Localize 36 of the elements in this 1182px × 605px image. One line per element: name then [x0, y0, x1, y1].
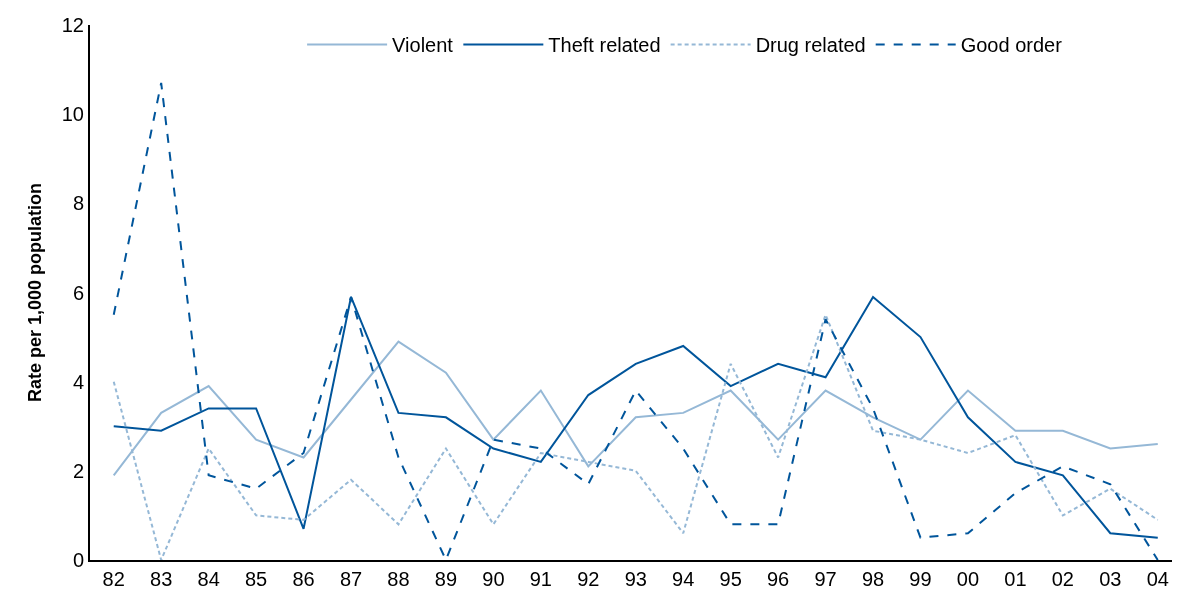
x-tick-label: 85 [244, 568, 268, 590]
x-tick-label: 90 [482, 568, 505, 590]
y-tick-label: 6 [72, 281, 84, 304]
x-tick-label: 88 [387, 568, 410, 590]
x-tick-label: 04 [1146, 568, 1169, 590]
y-tick-label: 4 [72, 370, 84, 393]
x-tick-label: 00 [956, 568, 980, 590]
legend-label: Good order [960, 34, 1063, 57]
x-tick-label: 98 [861, 568, 885, 590]
x-tick-label: 99 [909, 568, 932, 590]
x-tick-label: 95 [719, 568, 742, 590]
x-tick-label: 97 [814, 568, 837, 590]
x-tick-label: 83 [150, 568, 173, 590]
y-tick-label: 0 [72, 549, 84, 571]
line-series [112, 81, 1159, 560]
x-tick-label: 91 [529, 568, 552, 590]
x-tick-label: 89 [434, 568, 458, 590]
x-tick-label: 82 [102, 568, 125, 590]
x-tick-label: 86 [292, 568, 315, 590]
x-tick-label: 84 [197, 568, 220, 590]
y-tick-label: 10 [61, 103, 84, 126]
y-tick-label: 2 [72, 459, 84, 482]
x-tick-label: 03 [1099, 568, 1122, 590]
x-tick-label: 92 [577, 568, 600, 590]
y-tick-label: 8 [72, 192, 84, 215]
legend-label: Theft related [548, 34, 661, 57]
legend-label: Violent [392, 34, 454, 57]
y-tick-label: 12 [61, 14, 84, 36]
x-tick-label: 93 [624, 568, 647, 590]
x-tick-label: 94 [672, 568, 695, 590]
x-tick-label: 87 [339, 568, 363, 590]
x-tick-label: 01 [1004, 568, 1027, 590]
x-tick-label: 02 [1051, 568, 1074, 590]
y-axis-title: Rate per 1,000 population [25, 182, 46, 403]
legend-label: Drug related [755, 34, 866, 57]
x-tick-label: 96 [766, 568, 790, 590]
